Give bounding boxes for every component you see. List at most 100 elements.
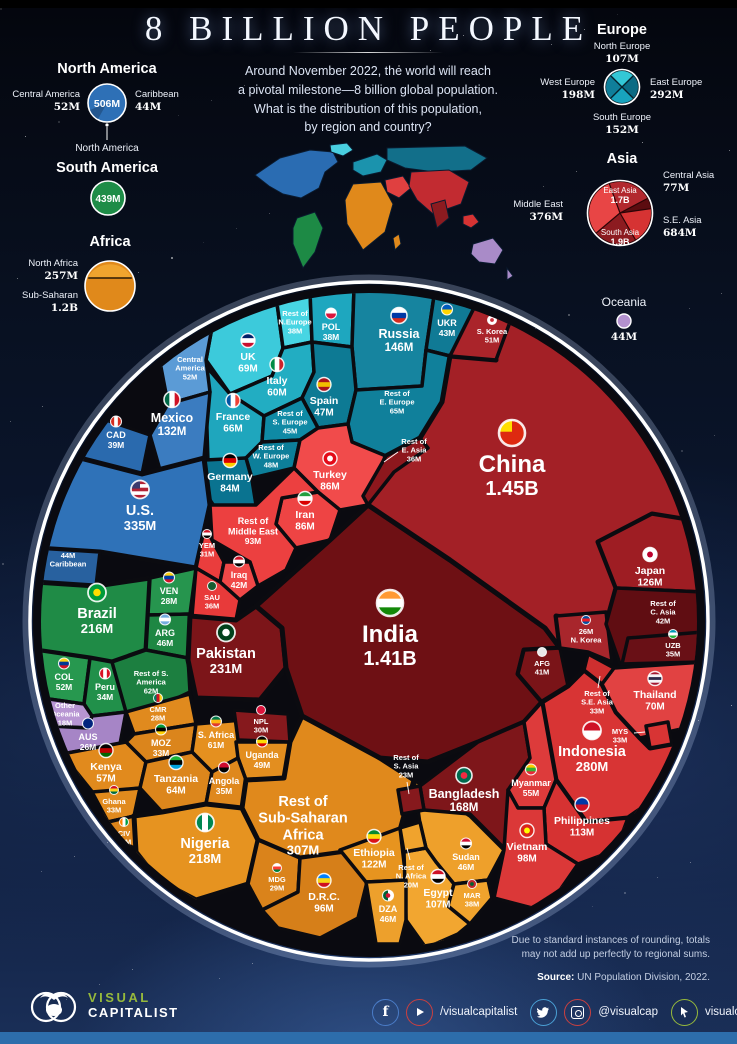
flag-icon-afg [537, 647, 547, 657]
svg-text:42M: 42M [656, 616, 671, 625]
logo-line-1: VISUAL [88, 990, 151, 1005]
flag-icon-ghana [109, 785, 119, 795]
svg-text:Indonesia: Indonesia [558, 744, 627, 760]
svg-text:48M: 48M [264, 460, 279, 469]
svg-text:MYS: MYS [612, 727, 628, 736]
youtube-icon[interactable] [406, 998, 433, 1026]
page-title: 8 BILLION PEOPLE [144, 9, 593, 48]
flag-icon-s-africa [210, 716, 222, 727]
svg-text:86M: 86M [295, 522, 314, 533]
flag-icon-france [226, 393, 240, 408]
flag-icon-npl [256, 705, 266, 715]
visual-capitalist-logo: VISUAL CAPITALIST [28, 984, 179, 1026]
flag-icon-pakistan [217, 623, 235, 642]
svg-text:UKR: UKR [437, 318, 457, 328]
legend-asia-middle-east: Middle East 376M [513, 199, 563, 223]
svg-text:46M: 46M [380, 914, 397, 924]
svg-text:Iran: Iran [295, 509, 314, 521]
svg-text:Japan: Japan [635, 565, 665, 577]
svg-text:29M: 29M [270, 884, 285, 893]
subtitle: Around November 2022, the world will rea… [238, 64, 498, 135]
svg-text:70M: 70M [645, 702, 664, 713]
social-handle-2[interactable]: @visualcap [598, 1006, 658, 1018]
svg-text:ARG: ARG [155, 628, 175, 638]
svg-text:MOZ: MOZ [151, 738, 171, 748]
cell-n-korea [554, 610, 614, 664]
svg-text:Philippines: Philippines [554, 815, 610, 827]
svg-text:168M: 168M [450, 802, 479, 814]
svg-text:23M: 23M [399, 770, 414, 779]
facebook-icon[interactable]: f [372, 998, 399, 1026]
social-handle-1[interactable]: /visualcapitalist [440, 1006, 518, 1018]
svg-text:33M: 33M [153, 748, 170, 758]
flag-icon-sau [207, 581, 217, 591]
legend-europe-south: South Europe 152M [592, 112, 652, 136]
svg-text:DZA: DZA [379, 904, 398, 914]
svg-text:36M: 36M [205, 602, 220, 611]
svg-text:Vietnam: Vietnam [507, 841, 548, 853]
flag-icon-russia [391, 307, 407, 324]
cursor-icon[interactable] [670, 998, 698, 1026]
legend-na-bottom-label: North America [75, 143, 139, 154]
instagram-icon[interactable] [564, 998, 592, 1026]
legend-asia-circle: East Asia 1.7B South Asia 1.9B [586, 179, 654, 247]
svg-text:Rest ofE. Asia: Rest of E. Asia [401, 437, 427, 455]
svg-text:60M: 60M [267, 388, 286, 399]
flag-icon-sudan [460, 838, 472, 849]
flag-icon-turkey [323, 451, 337, 466]
legend-oceania-value: 44M [610, 331, 638, 343]
cell-label-u-s-: U.S.335M [124, 479, 156, 533]
flag-icon-ven [163, 572, 175, 583]
flag-icon-nigeria [196, 813, 214, 832]
svg-text:N. Korea: N. Korea [571, 636, 603, 645]
svg-text:Peru: Peru [95, 682, 115, 692]
legend-na-circle: 506M [87, 83, 127, 123]
flag-icon-uk [241, 333, 255, 348]
svg-text:Uganda: Uganda [245, 750, 279, 760]
svg-text:62M: 62M [144, 686, 159, 695]
svg-text:34M: 34M [97, 692, 114, 702]
logo-line-2: CAPITALIST [88, 1005, 179, 1020]
flag-icon-uzb [668, 629, 678, 639]
svg-text:35M: 35M [666, 650, 681, 659]
svg-text:122M: 122M [361, 860, 386, 871]
svg-text:126M: 126M [637, 578, 662, 589]
svg-text:46M: 46M [458, 862, 475, 872]
flag-icon-d-r-c- [317, 873, 331, 888]
svg-text:26M: 26M [80, 742, 97, 752]
svg-text:107M: 107M [425, 900, 450, 911]
title-divider [293, 52, 443, 53]
flag-icon-kenya [99, 743, 113, 758]
flag-icon-yem [202, 529, 212, 539]
twitter-icon[interactable] [530, 998, 558, 1026]
social-handle-3[interactable]: visualcapitalist.com [704, 1006, 737, 1018]
